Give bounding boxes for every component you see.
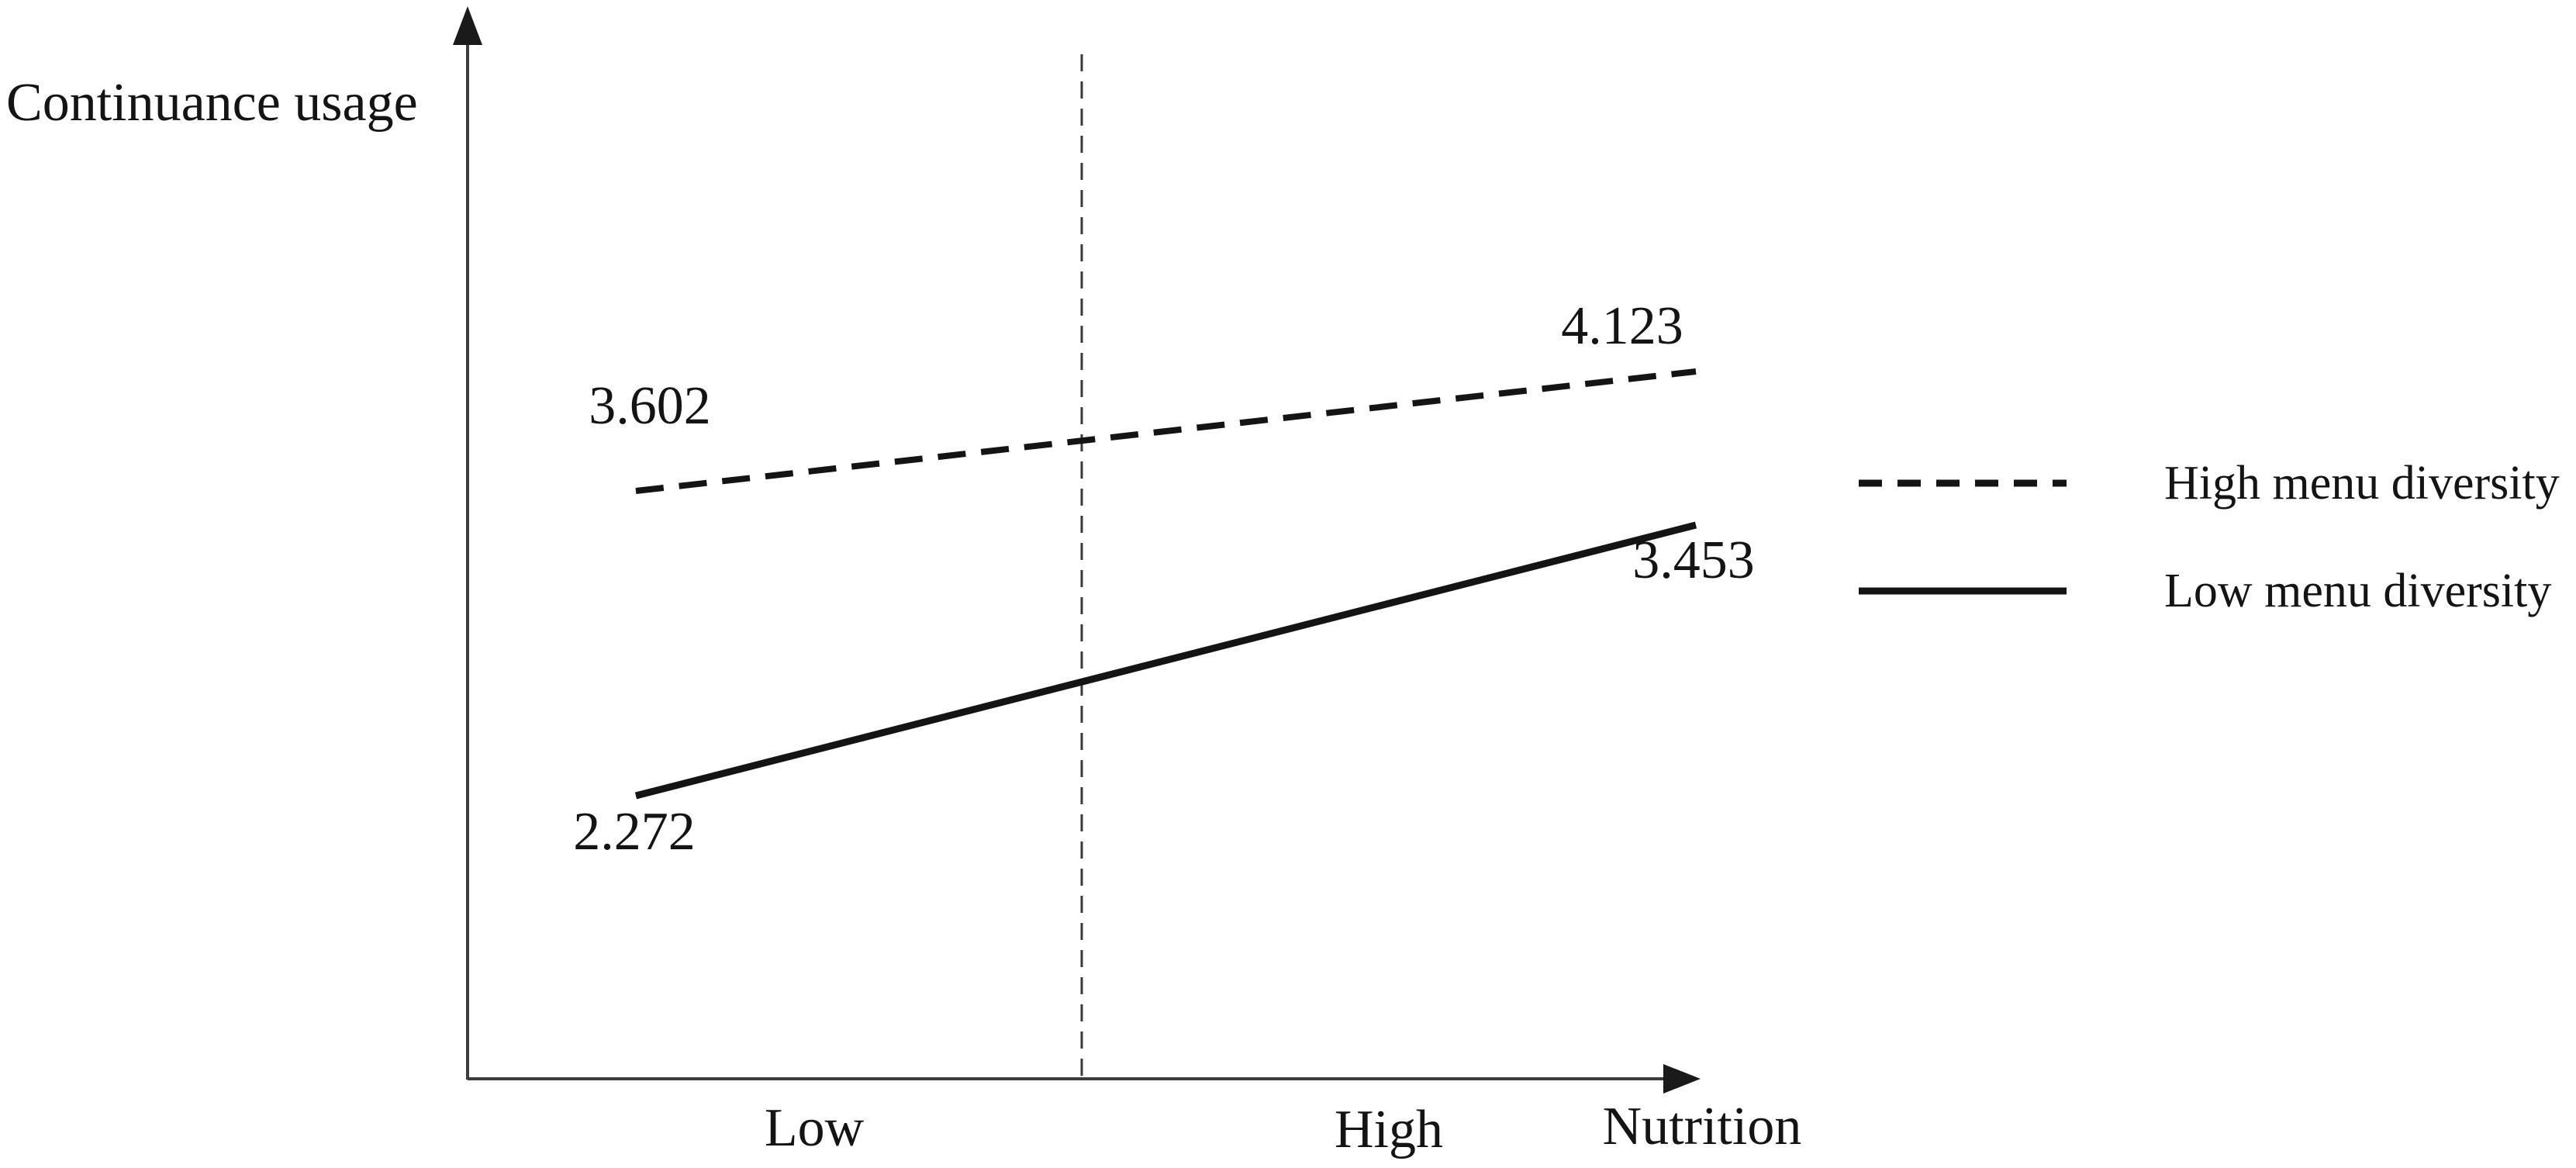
legend-item-high-menu-diversity: High menu diversity bbox=[1859, 429, 2560, 537]
x-tick-high: High bbox=[1335, 1100, 1443, 1159]
data-label-high-diversity-low: 3.602 bbox=[589, 376, 711, 436]
legend: High menu diversity Low menu diversity bbox=[1859, 429, 2560, 644]
series-line-high-menu-diversity bbox=[635, 368, 1697, 494]
x-axis-title: Nutrition bbox=[1602, 1097, 1802, 1156]
x-axis-arrowhead-icon bbox=[1663, 1064, 1701, 1094]
series-line-low-menu-diversity bbox=[634, 521, 1697, 800]
data-label-low-diversity-low: 2.272 bbox=[573, 802, 696, 862]
dashed-line-sample-icon bbox=[1859, 479, 2067, 486]
solid-line-sample-icon bbox=[1859, 587, 2067, 594]
y-axis-arrowhead-icon bbox=[453, 6, 482, 45]
data-label-high-diversity-high: 4.123 bbox=[1561, 296, 1683, 356]
legend-item-low-menu-diversity: Low menu diversity bbox=[1859, 537, 2560, 644]
y-axis-title: Continuance usage bbox=[6, 73, 418, 133]
legend-label-low-menu-diversity: Low menu diversity bbox=[2164, 564, 2552, 617]
x-tick-low: Low bbox=[764, 1098, 865, 1158]
data-label-low-diversity-high: 3.453 bbox=[1632, 530, 1755, 590]
legend-label-high-menu-diversity: High menu diversity bbox=[2164, 456, 2560, 510]
